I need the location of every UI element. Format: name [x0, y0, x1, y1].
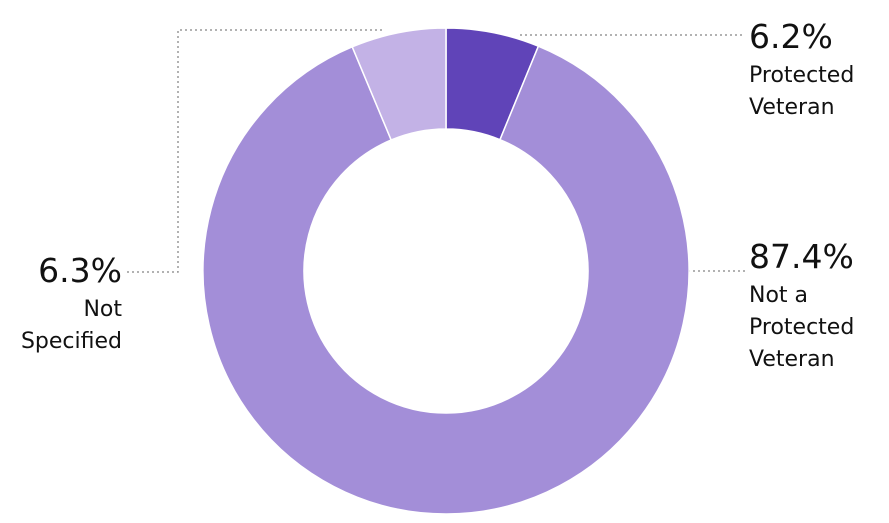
donut-segment: [351, 27, 447, 141]
donut-segment: [202, 45, 690, 515]
category-label: Not a Protected Veteran: [749, 283, 855, 372]
value-label: 6.2%: [749, 17, 833, 56]
category-label: Not Specified: [20, 297, 122, 354]
category-label: Protected Veteran: [749, 63, 855, 120]
value-label: 87.4%: [749, 237, 854, 276]
leader-line: [125, 29, 382, 273]
value-label: 6.3%: [38, 251, 122, 290]
